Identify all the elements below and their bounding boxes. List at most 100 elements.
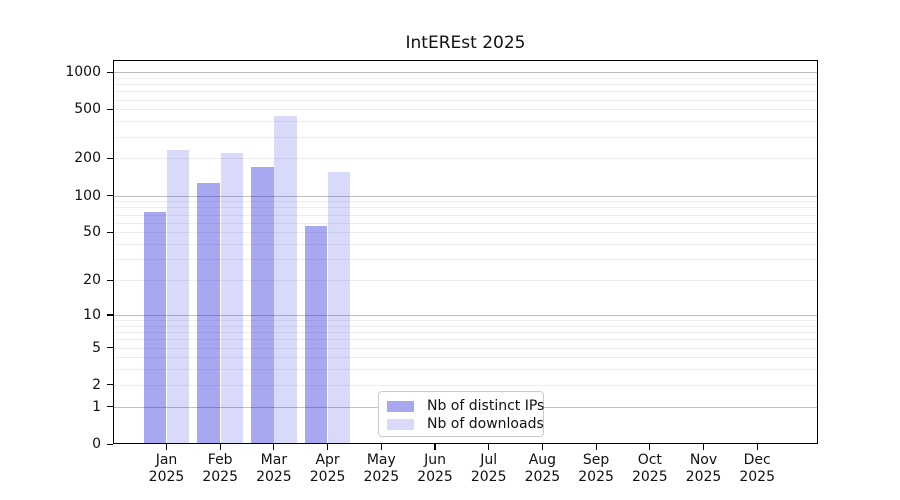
x-axis-tick-label: Apr 2025 [296,452,360,486]
y-axis-tick [107,108,113,110]
month-label: May [366,452,396,468]
x-axis-tick-label: Sep 2025 [564,452,628,486]
gridline-minor [113,320,818,321]
y-axis-tick-label: 50 [83,224,101,241]
gridline-minor [113,259,818,261]
year-label: 2025 [309,469,346,485]
x-axis-tick-label: May 2025 [349,452,413,486]
y-axis-tick [107,443,113,445]
gridline-major [113,72,818,73]
gridline-minor [113,332,818,333]
y-axis-tick [107,157,113,160]
gridline-minor [113,99,818,101]
month-label: Jul [480,452,498,468]
year-label: 2025 [739,469,775,485]
x-axis-tick-label: Nov 2025 [672,452,736,486]
y-axis-tick-label: 20 [83,272,101,289]
legend-label: Nb of distinct IPs [427,398,545,414]
gridline-minor [113,77,818,79]
x-axis-tick [756,444,758,450]
gridline-minor [113,347,818,349]
axes-frame [113,60,818,444]
bar-downloads-feb [220,152,243,444]
gridline-minor [113,84,818,85]
month-label: Feb [207,452,233,468]
gridline-minor [113,201,818,203]
year-label: 2025 [578,469,614,485]
gridline-minor [113,214,818,216]
gridline-minor [113,325,818,327]
y-axis-tick-label: 2 [92,376,101,393]
year-label: 2025 [470,469,507,485]
legend-row: Nb of distinct IPs [387,397,544,415]
y-axis-tick [107,314,113,316]
gridline-minor [113,109,818,111]
x-axis-tick [165,444,168,450]
gridline-minor [113,121,818,123]
gridline-major [113,195,818,197]
x-axis-tick [702,444,705,450]
year-label: 2025 [256,469,292,485]
x-axis-tick [595,444,597,450]
x-axis-tick-label: Dec 2025 [725,452,789,486]
legend-swatch-distinct-ips [387,400,414,412]
gridline-minor [113,207,818,209]
y-axis-tick [107,347,113,349]
y-axis-tick [107,279,113,281]
bar-distinct-ips-apr [304,226,328,444]
gridline-minor [113,369,818,371]
month-label: Sep [582,452,610,468]
gridline-minor [113,91,818,93]
gridline-minor [113,222,818,224]
x-axis-tick-label: Jan 2025 [135,452,199,486]
y-axis-tick [107,231,113,233]
y-axis-tick [107,71,113,73]
bar-distinct-ips-mar [251,166,274,444]
legend: Nb of distinct IPs Nb of downloads [378,391,544,437]
x-axis-tick-label: Aug 2025 [510,452,574,486]
plot-area: 0 1 2 5 10 20 50 100 200 500 1000 Jan 2025 Feb 2025 Mar… [65,60,818,485]
month-label: Mar [260,452,288,468]
year-label: 2025 [202,469,238,485]
x-axis-tick [649,444,651,450]
x-axis-tick [488,444,490,450]
gridline-minor [113,357,818,359]
y-axis-tick [107,384,113,386]
bar-downloads-apr [327,171,351,444]
month-label: Aug [528,452,557,468]
month-label: Jun [424,452,446,468]
legend-row: Nb of downloads [387,415,544,433]
y-axis-tick-label: 200 [74,150,101,167]
x-axis-tick [273,444,275,450]
y-axis-tick-label: 500 [74,101,101,118]
x-axis-tick [380,444,382,450]
gridline-minor [113,339,818,341]
gridline-minor [113,158,818,160]
year-label: 2025 [685,469,722,485]
year-label: 2025 [524,469,561,485]
gridline-minor [113,280,818,282]
x-axis-tick-label: Mar 2025 [242,452,306,486]
y-axis-tick-label: 1 [92,398,101,415]
x-axis-tick-label: Oct 2025 [618,452,682,486]
y-axis-tick-label: 5 [92,339,101,356]
gridline-minor [113,232,818,234]
legend-swatch-downloads [387,418,414,430]
x-axis-tick-label: Feb 2025 [188,452,252,486]
gridline-major [113,314,818,316]
month-label: Jan [155,452,178,468]
month-label: Dec [743,452,771,468]
x-axis-tick-label: Jun 2025 [403,452,467,486]
x-axis-tick [219,444,221,450]
x-axis-tick [434,444,436,450]
year-label: 2025 [363,469,400,485]
legend-label: Nb of downloads [427,416,544,432]
y-axis-tick-label: 1000 [65,64,101,80]
month-label: Apr [315,452,340,468]
bar-distinct-ips-jan [143,211,167,444]
y-axis-tick-label: 0 [92,436,101,452]
gridline-minor [113,384,818,386]
year-label: 2025 [148,469,185,485]
year-label: 2025 [631,469,668,485]
